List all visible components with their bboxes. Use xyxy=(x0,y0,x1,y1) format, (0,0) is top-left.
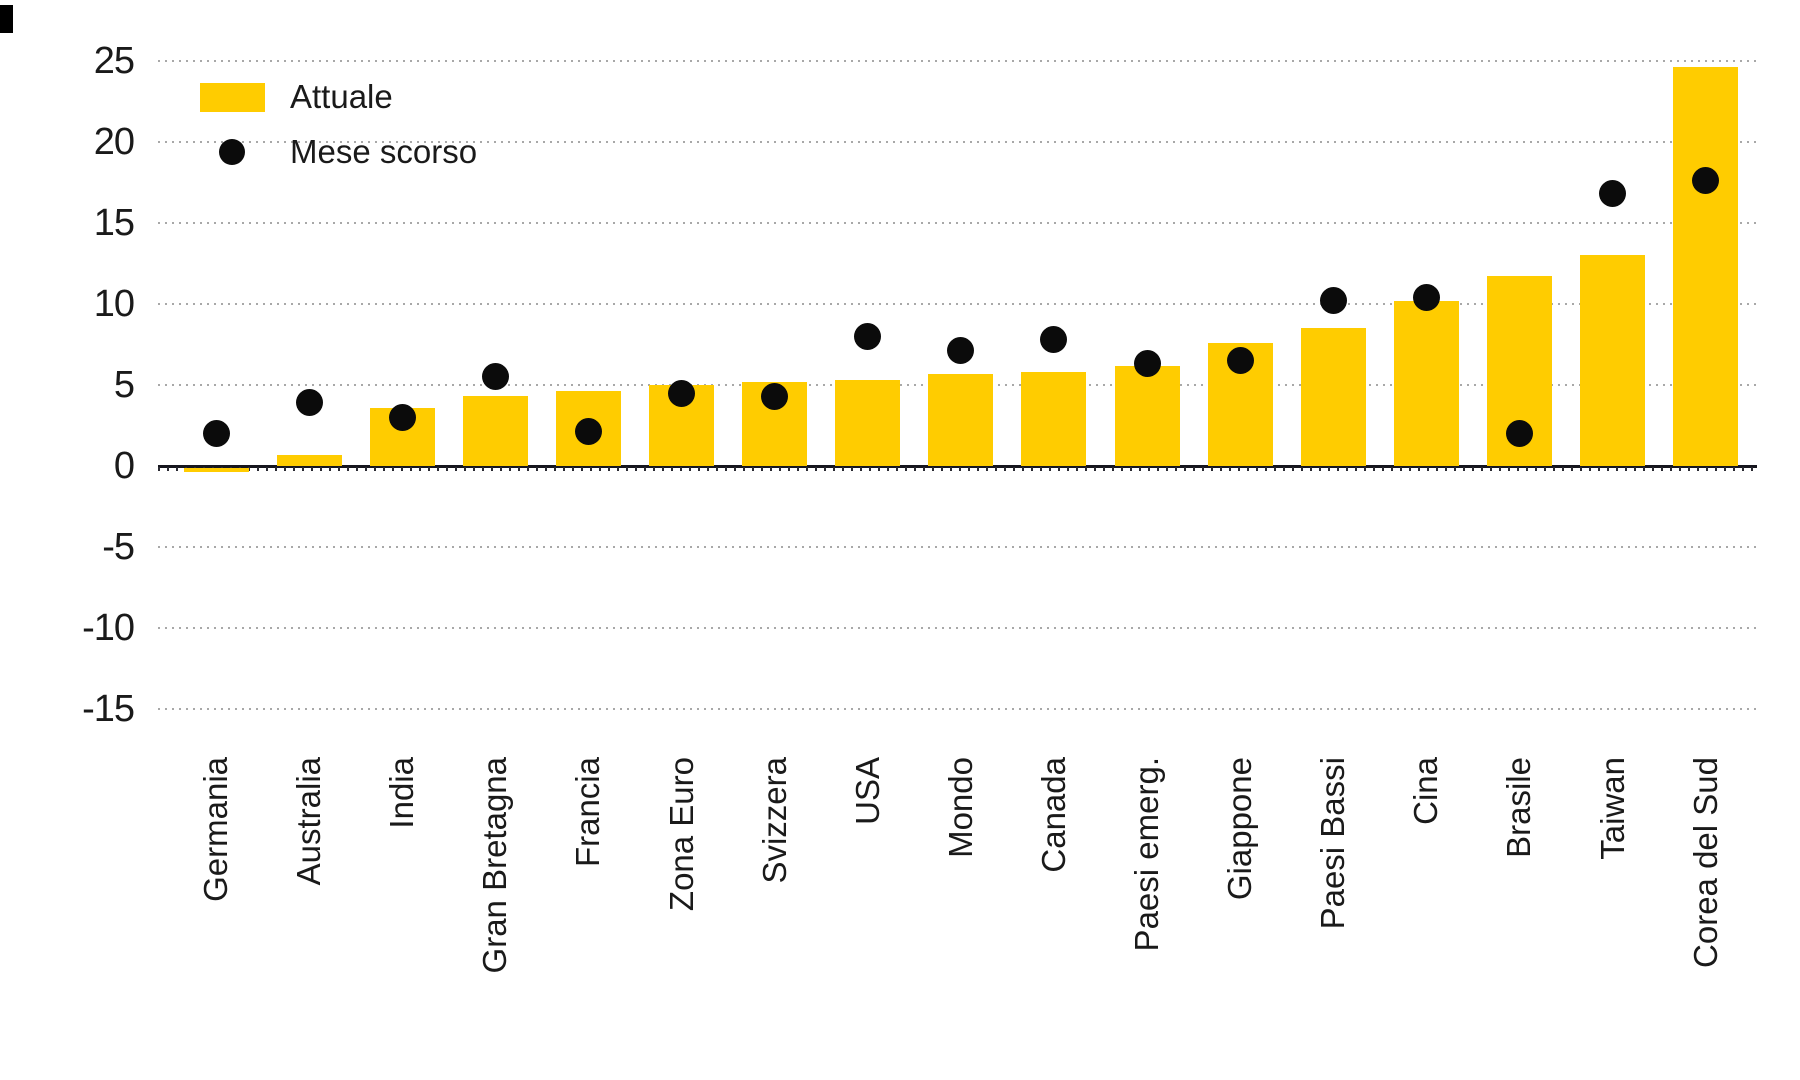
dot-Gran Bretagna xyxy=(481,363,509,391)
x-axis-label-USA: USA xyxy=(848,757,886,825)
x-axis-label-Paesi emerg.: Paesi emerg. xyxy=(1128,757,1165,952)
gridline-y--5 xyxy=(158,546,1757,548)
dot-Francia xyxy=(574,418,602,446)
x-axis-label-Australia: Australia xyxy=(290,757,328,886)
bar-Taiwan xyxy=(1580,255,1645,466)
y-axis-tick-label: -5 xyxy=(102,526,135,568)
x-axis-label-Germania: Germania xyxy=(197,757,234,902)
bar-Canada xyxy=(1021,372,1087,466)
x-axis-label-Gran Bretagna: Gran Bretagna xyxy=(476,757,514,974)
x-axis-label-Francia: Francia xyxy=(569,757,607,868)
y-axis-tick-label: -10 xyxy=(82,607,135,649)
bar-Mondo xyxy=(928,373,994,466)
gridline-y-25 xyxy=(158,60,1757,62)
x-axis-label-India: India xyxy=(383,757,421,829)
dot-Taiwan xyxy=(1599,180,1626,208)
dot-Giappone xyxy=(1226,347,1254,375)
x-axis-label-Paesi Bassi: Paesi Bassi xyxy=(1314,757,1352,930)
x-axis-minor-ticks xyxy=(158,467,1757,471)
legend-bar-swatch xyxy=(200,83,265,112)
bar-Paesi emerg. xyxy=(1114,365,1180,466)
corner-crop-mark xyxy=(0,5,13,33)
bar-Australia xyxy=(276,454,342,466)
dot-Paesi Bassi xyxy=(1319,287,1347,315)
x-axis-label-Brasile: Brasile xyxy=(1500,757,1538,858)
y-axis-tick-label: 20 xyxy=(93,121,135,163)
dot-Mondo xyxy=(947,337,975,365)
dot-Germania xyxy=(202,420,230,448)
y-axis-tick-label: 0 xyxy=(113,445,135,487)
bar-Germania xyxy=(183,467,249,473)
x-axis-label-Giappone: Giappone xyxy=(1221,757,1259,901)
x-axis-zero-line xyxy=(158,464,1757,468)
dot-Zona Euro xyxy=(668,379,695,407)
y-axis-tick-label: 10 xyxy=(93,283,135,325)
x-axis-label-Taiwan: Taiwan xyxy=(1593,757,1631,860)
gridline-y-20 xyxy=(158,141,1757,143)
bar-USA xyxy=(835,380,901,466)
dot-Cina xyxy=(1412,284,1440,312)
dot-India xyxy=(388,403,416,431)
x-axis-label-Cina: Cina xyxy=(1407,757,1445,825)
bar-Corea del Sud xyxy=(1673,67,1739,466)
gridline-y-15 xyxy=(158,222,1757,224)
y-axis-tick-label: 15 xyxy=(93,202,135,244)
legend-dot-marker xyxy=(219,139,245,165)
bar-Gran Bretagna xyxy=(462,396,528,466)
dot-USA xyxy=(854,322,882,350)
x-axis-label-Zona Euro: Zona Euro xyxy=(662,757,700,912)
y-axis-tick-label: 25 xyxy=(93,40,135,82)
x-axis-label-Svizzera: Svizzera xyxy=(755,757,793,884)
dot-Corea del Sud xyxy=(1692,167,1720,195)
dot-Australia xyxy=(295,389,323,417)
dot-Brasile xyxy=(1505,420,1533,448)
y-axis-tick-label: -15 xyxy=(82,688,135,730)
y-axis-tick-label: 5 xyxy=(113,364,135,406)
gridline-y-10 xyxy=(158,303,1757,305)
bar-Cina xyxy=(1393,300,1459,466)
legend-label-attuale: Attuale xyxy=(290,78,393,115)
x-axis-label-Mondo: Mondo xyxy=(941,757,979,858)
gridline-y--15 xyxy=(158,708,1757,710)
dot-Canada xyxy=(1040,326,1068,354)
dot-Svizzera xyxy=(761,382,789,410)
dot-Paesi emerg. xyxy=(1133,350,1161,378)
gridline-y--10 xyxy=(158,627,1757,629)
x-axis-label-Corea del Sud: Corea del Sud xyxy=(1686,757,1724,968)
x-axis-label-Canada: Canada xyxy=(1034,757,1072,873)
legend-label-mese-scorso: Mese scorso xyxy=(290,133,478,170)
bar-Paesi Bassi xyxy=(1300,328,1366,466)
